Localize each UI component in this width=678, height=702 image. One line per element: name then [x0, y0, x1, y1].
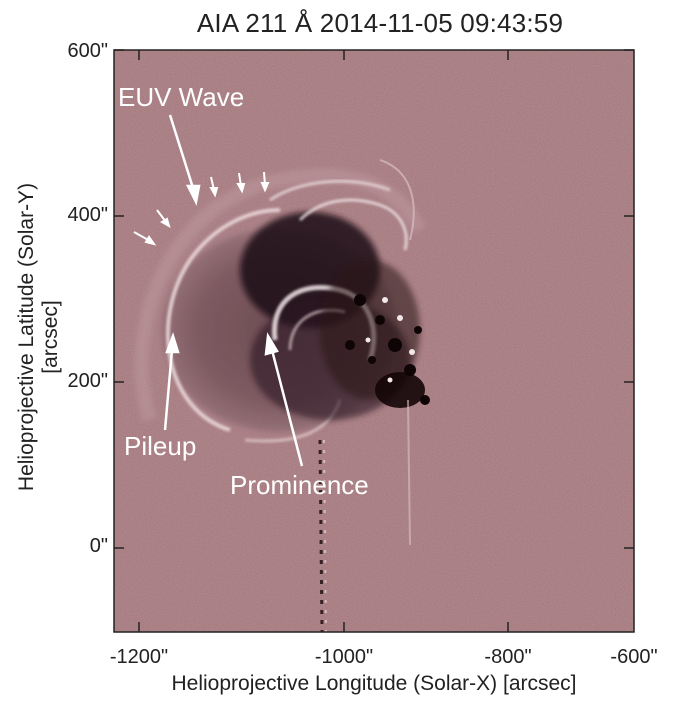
annotation-arrows: [163, 114, 304, 467]
outer-wave-glow: [134, 168, 427, 423]
x-tick-label-minus-1200: -1200": [109, 646, 169, 668]
x-axis-label: Helioprojective Longitude (Solar-X) [arc…: [171, 672, 577, 695]
figure-title: AIA 211 Å 2014-11-05 09:43:59: [196, 8, 564, 38]
y-tick-label-600: 600": [67, 40, 108, 62]
dark-streak: [318, 439, 324, 632]
prominence-arrowhead: [264, 332, 279, 356]
upper-loop: [298, 198, 408, 251]
y-tick-label-400: 400": [67, 204, 108, 226]
euv-wave-arrow: [168, 114, 195, 189]
wave-front-markers: [133, 171, 270, 246]
axis-ticks: [114, 49, 634, 632]
euv-wave-label: EUV Wave: [118, 82, 244, 112]
upper-right-arc: [379, 159, 415, 241]
pileup-rim: [165, 208, 281, 432]
pileup-label: Pileup: [124, 431, 196, 461]
x-tick-label-minus-800: -800": [484, 646, 532, 668]
y-tick-label-0: 0": [89, 535, 108, 557]
x-tick-label-minus-600: -600": [610, 646, 658, 668]
axes-frame: [113, 49, 635, 633]
prominence-label: Prominence: [230, 470, 369, 500]
vertical-bright-line: [407, 399, 411, 546]
euv-wave-arrowhead: [185, 184, 201, 206]
prominence-arrow: [270, 349, 304, 467]
pileup-arrowhead: [165, 332, 180, 354]
x-tick-label-minus-1000: -1000": [314, 646, 374, 668]
bright-streak: [323, 439, 327, 632]
y-tick-label-200: 200": [67, 370, 108, 392]
pileup-arrow: [163, 349, 174, 431]
upper-bright-arc: [269, 179, 391, 202]
active-region-speckles: [320, 260, 430, 408]
